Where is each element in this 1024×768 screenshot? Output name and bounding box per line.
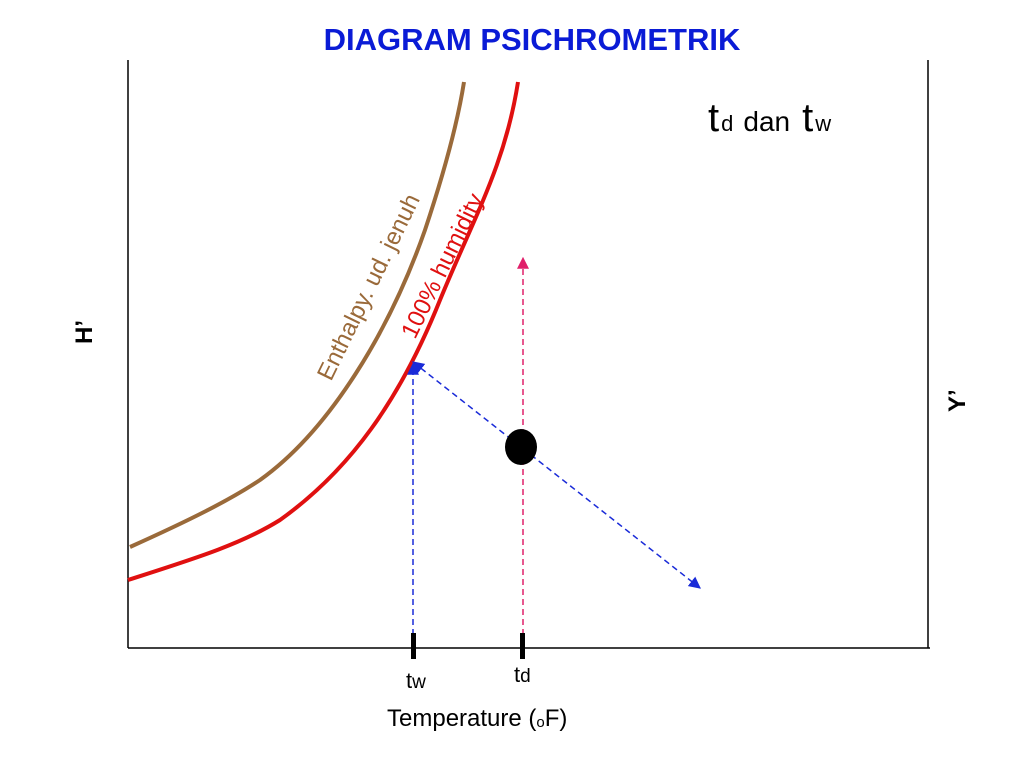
x-axis-label: Temperature (oF) bbox=[387, 705, 567, 732]
td-tick-label: td bbox=[514, 662, 531, 687]
heading-dan: dan bbox=[743, 106, 790, 137]
x-axis-label-degree: o bbox=[536, 714, 544, 731]
td-tick-label-t: t bbox=[514, 662, 520, 687]
adiabatic-dashed-line bbox=[412, 361, 701, 589]
left-axis-label: H’ bbox=[71, 320, 98, 344]
state-point bbox=[505, 429, 537, 465]
td-tick-label-sub: d bbox=[520, 666, 531, 687]
tw-tick-label-sub: w bbox=[411, 672, 426, 693]
enthalpy-saturation-curve bbox=[129, 81, 466, 549]
x-axis-label-unit: F) bbox=[545, 705, 568, 732]
td-tick bbox=[520, 633, 525, 659]
tw-tick bbox=[411, 633, 416, 659]
right-axis-label: Y’ bbox=[944, 389, 971, 412]
heading-sub1: d bbox=[721, 111, 733, 136]
tw-tick-label-t: t bbox=[406, 668, 412, 693]
heading-sub2: w bbox=[814, 111, 831, 136]
tw-tick-label: tw bbox=[406, 668, 426, 693]
heading-t1: t bbox=[708, 96, 719, 140]
heading-t2: t bbox=[802, 96, 813, 140]
saturation-curve bbox=[127, 81, 520, 582]
heading-td-dan-tw: td dan tw bbox=[708, 96, 831, 140]
x-axis-label-main: Temperature ( bbox=[387, 705, 536, 732]
diagram-title: DIAGRAM PSICHROMETRIK bbox=[323, 22, 741, 57]
